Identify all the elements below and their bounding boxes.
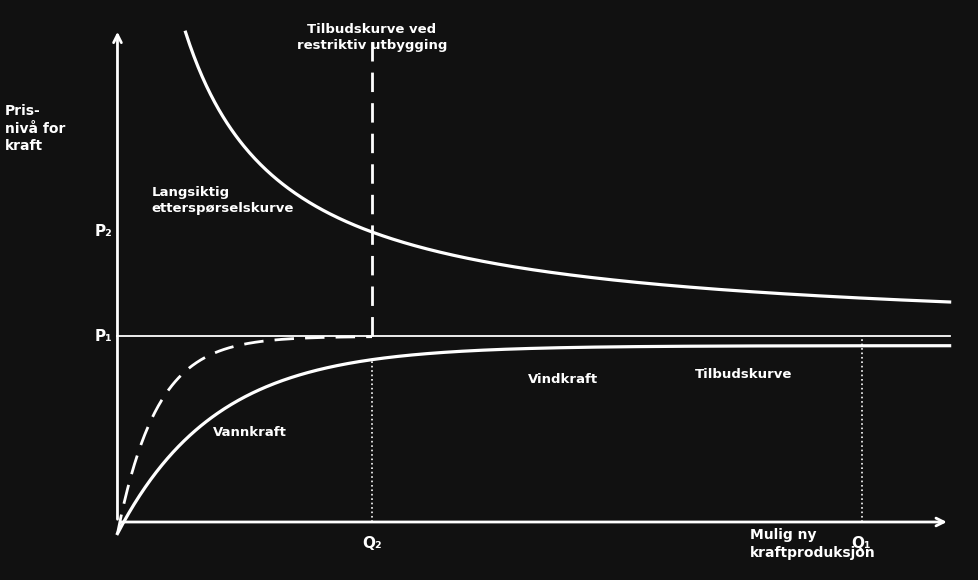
Text: Tilbudskurve ved
restriktiv utbygging: Tilbudskurve ved restriktiv utbygging [296, 23, 447, 52]
Text: Mulig ny
kraftproduksjon: Mulig ny kraftproduksjon [749, 528, 874, 560]
Text: Q₁: Q₁ [851, 536, 870, 552]
Text: Langsiktig
etterspørselskurve: Langsiktig etterspørselskurve [152, 186, 293, 215]
Text: P₁: P₁ [95, 329, 112, 344]
Text: Vannkraft: Vannkraft [212, 426, 287, 438]
Text: Tilbudskurve: Tilbudskurve [694, 368, 792, 380]
Text: P₂: P₂ [95, 224, 112, 240]
Text: Pris-
nivå for
kraft: Pris- nivå for kraft [5, 104, 66, 153]
Text: Q₂: Q₂ [362, 536, 381, 552]
Text: Vindkraft: Vindkraft [527, 374, 598, 386]
